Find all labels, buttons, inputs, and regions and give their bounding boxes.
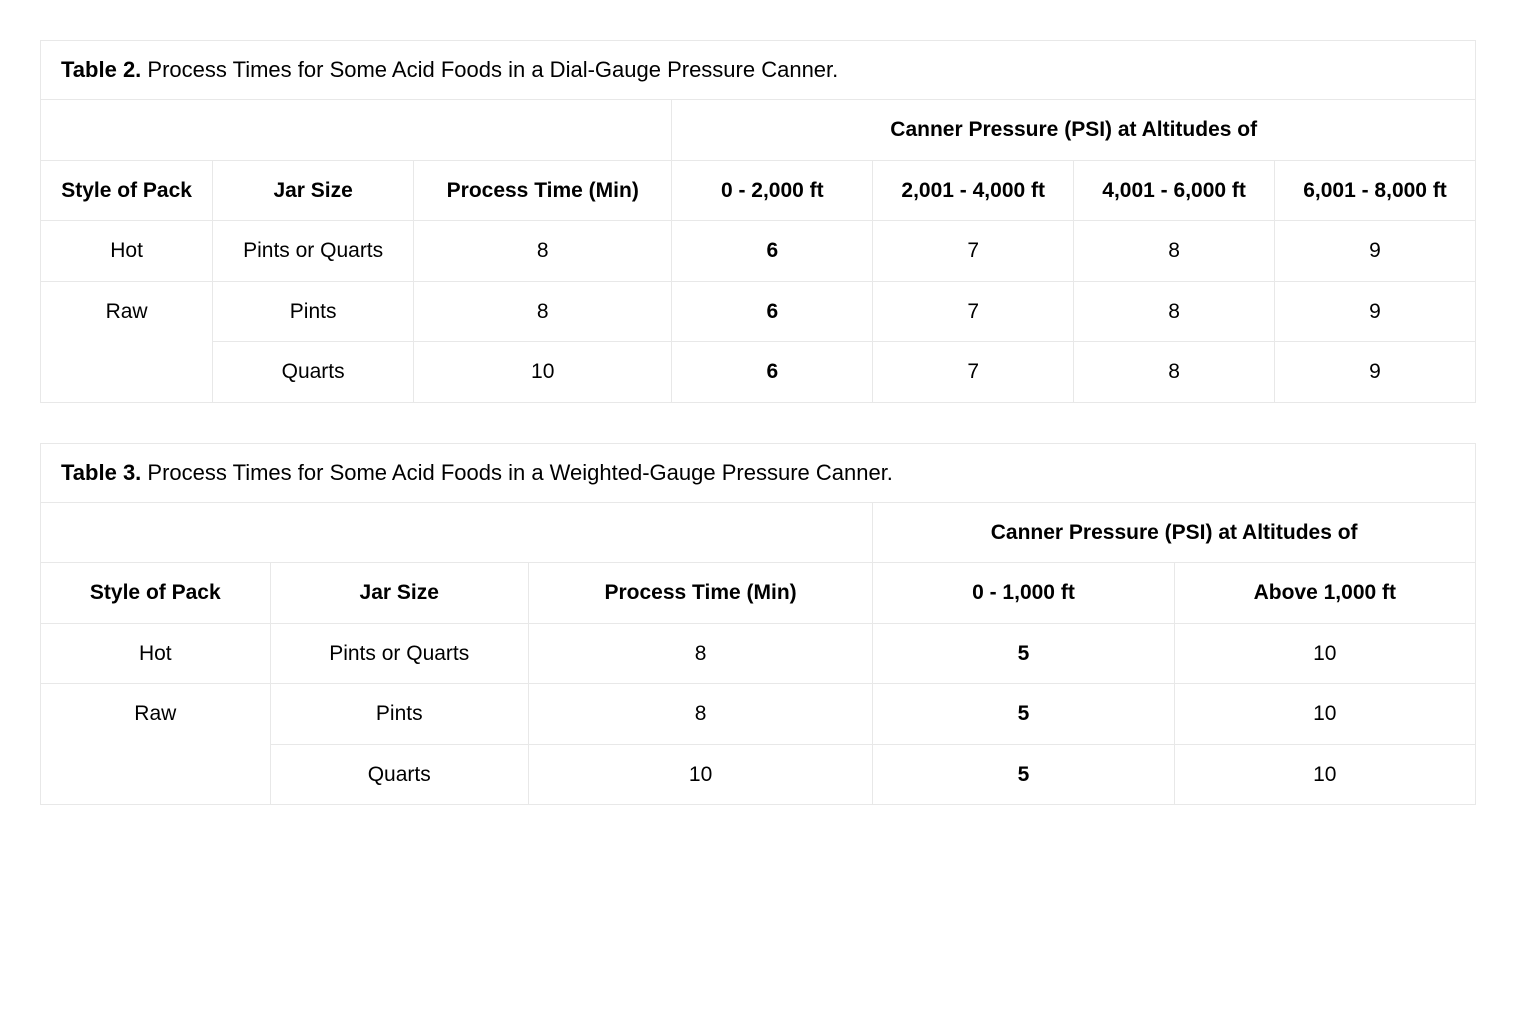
table-2-group-header: Canner Pressure (PSI) at Altitudes of — [672, 100, 1476, 161]
t3-h-jar: Jar Size — [270, 563, 528, 624]
t3-r2-alt1: 5 — [873, 744, 1174, 805]
t3-h-alt1: 0 - 1,000 ft — [873, 563, 1174, 624]
table-2-blank-header — [41, 100, 672, 161]
table-3-container: Table 3. Process Times for Some Acid Foo… — [40, 443, 1476, 806]
t2-r0-alt3: 8 — [1074, 221, 1275, 282]
t3-r0-jar: Pints or Quarts — [270, 623, 528, 684]
table-3-blank-header — [41, 502, 873, 563]
table-row: Hot Pints or Quarts 8 6 7 8 9 — [41, 221, 1476, 282]
table-3-group-header: Canner Pressure (PSI) at Altitudes of — [873, 502, 1476, 563]
table-2-caption: Table 2. Process Times for Some Acid Foo… — [40, 40, 1476, 99]
t2-r0-jar: Pints or Quarts — [213, 221, 414, 282]
t2-r1-time: 8 — [414, 281, 672, 342]
t2-r2-alt2: 7 — [873, 342, 1074, 403]
t2-r2-jar: Quarts — [213, 342, 414, 403]
t2-r2-alt4: 9 — [1275, 342, 1476, 403]
t2-r0-alt4: 9 — [1275, 221, 1476, 282]
table-2-header-row-1: Canner Pressure (PSI) at Altitudes of — [41, 100, 1476, 161]
t2-r1-style: Raw — [41, 281, 213, 402]
t3-h-alt2: Above 1,000 ft — [1174, 563, 1475, 624]
t3-r0-style: Hot — [41, 623, 271, 684]
t2-r1-alt2: 7 — [873, 281, 1074, 342]
table-2-label: Table 2. — [61, 57, 141, 82]
t3-r1-alt1: 5 — [873, 684, 1174, 745]
t3-r0-alt1: 5 — [873, 623, 1174, 684]
t3-r1-style: Raw — [41, 684, 271, 805]
t2-h-alt4: 6,001 - 8,000 ft — [1275, 160, 1476, 221]
table-3-title: Process Times for Some Acid Foods in a W… — [141, 460, 893, 485]
t3-r2-time: 10 — [528, 744, 872, 805]
table-3-label: Table 3. — [61, 460, 141, 485]
t2-r1-alt1: 6 — [672, 281, 873, 342]
t2-h-alt2: 2,001 - 4,000 ft — [873, 160, 1074, 221]
t3-r2-jar: Quarts — [270, 744, 528, 805]
table-3: Table 3. Process Times for Some Acid Foo… — [40, 443, 1476, 806]
t2-r2-alt1: 6 — [672, 342, 873, 403]
t3-r1-time: 8 — [528, 684, 872, 745]
t3-h-time: Process Time (Min) — [528, 563, 872, 624]
t3-h-style: Style of Pack — [41, 563, 271, 624]
table-2-container: Table 2. Process Times for Some Acid Foo… — [40, 40, 1476, 403]
table-3-header-row-2: Style of Pack Jar Size Process Time (Min… — [41, 563, 1476, 624]
t3-r0-alt2: 10 — [1174, 623, 1475, 684]
table-row: Quarts 10 6 7 8 9 — [41, 342, 1476, 403]
table-row: Hot Pints or Quarts 8 5 10 — [41, 623, 1476, 684]
table-3-header-row-1: Canner Pressure (PSI) at Altitudes of — [41, 502, 1476, 563]
t2-r2-time: 10 — [414, 342, 672, 403]
t3-r1-jar: Pints — [270, 684, 528, 745]
t2-r0-time: 8 — [414, 221, 672, 282]
table-2: Table 2. Process Times for Some Acid Foo… — [40, 40, 1476, 403]
t2-r0-alt2: 7 — [873, 221, 1074, 282]
table-2-header-row-2: Style of Pack Jar Size Process Time (Min… — [41, 160, 1476, 221]
t2-r2-alt3: 8 — [1074, 342, 1275, 403]
t3-r1-alt2: 10 — [1174, 684, 1475, 745]
table-3-caption: Table 3. Process Times for Some Acid Foo… — [40, 443, 1476, 502]
t2-r0-style: Hot — [41, 221, 213, 282]
table-row: Raw Pints 8 6 7 8 9 — [41, 281, 1476, 342]
t2-h-alt1: 0 - 2,000 ft — [672, 160, 873, 221]
t3-r2-alt2: 10 — [1174, 744, 1475, 805]
t3-r0-time: 8 — [528, 623, 872, 684]
t2-r0-alt1: 6 — [672, 221, 873, 282]
t2-h-jar: Jar Size — [213, 160, 414, 221]
t2-h-style: Style of Pack — [41, 160, 213, 221]
t2-h-time: Process Time (Min) — [414, 160, 672, 221]
t2-r1-alt4: 9 — [1275, 281, 1476, 342]
table-2-title: Process Times for Some Acid Foods in a D… — [141, 57, 838, 82]
table-row: Raw Pints 8 5 10 — [41, 684, 1476, 745]
t2-h-alt3: 4,001 - 6,000 ft — [1074, 160, 1275, 221]
t2-r1-jar: Pints — [213, 281, 414, 342]
t2-r1-alt3: 8 — [1074, 281, 1275, 342]
